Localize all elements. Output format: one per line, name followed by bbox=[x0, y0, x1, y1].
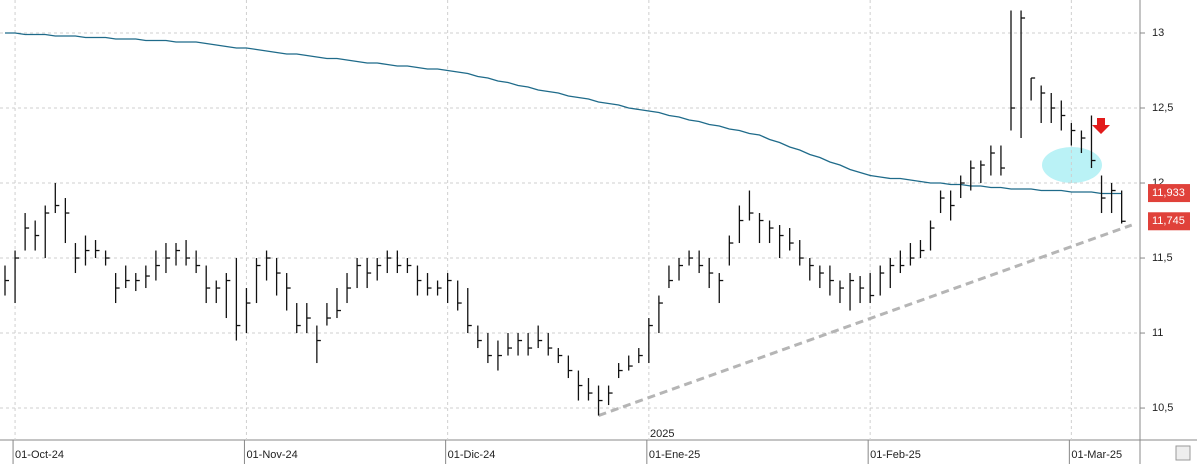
trendline bbox=[598, 223, 1133, 417]
x-tick-label: 01-Feb-25 bbox=[870, 449, 921, 461]
down-arrow bbox=[1092, 118, 1110, 134]
y-tick-label: 10,5 bbox=[1152, 402, 1173, 414]
y-tick-label: 13 bbox=[1152, 27, 1164, 39]
y-tick-label: 11 bbox=[1152, 327, 1163, 339]
price-tag-label: 11,933 bbox=[1152, 187, 1185, 199]
price-tag bbox=[1148, 184, 1190, 203]
x-tick-label: 01-Mar-25 bbox=[1071, 449, 1122, 461]
y-tick-label: 11,5 bbox=[1152, 252, 1173, 264]
y-tick-label: 12,5 bbox=[1152, 102, 1173, 114]
x-tick-label: 01-Oct-24 bbox=[15, 449, 64, 461]
x-tick-label: 01-Ene-25 bbox=[649, 449, 700, 461]
price-tag-label: 11,745 bbox=[1152, 215, 1185, 227]
year-label: 2025 bbox=[650, 428, 674, 440]
highlight-ellipse bbox=[1042, 147, 1102, 183]
x-tick-label: 01-Dic-24 bbox=[448, 449, 496, 461]
scroll-button[interactable] bbox=[1175, 445, 1191, 461]
x-tick-label: 01-Nov-24 bbox=[246, 449, 297, 461]
price-tag bbox=[1148, 212, 1190, 231]
moving-average-line bbox=[5, 32, 1122, 195]
